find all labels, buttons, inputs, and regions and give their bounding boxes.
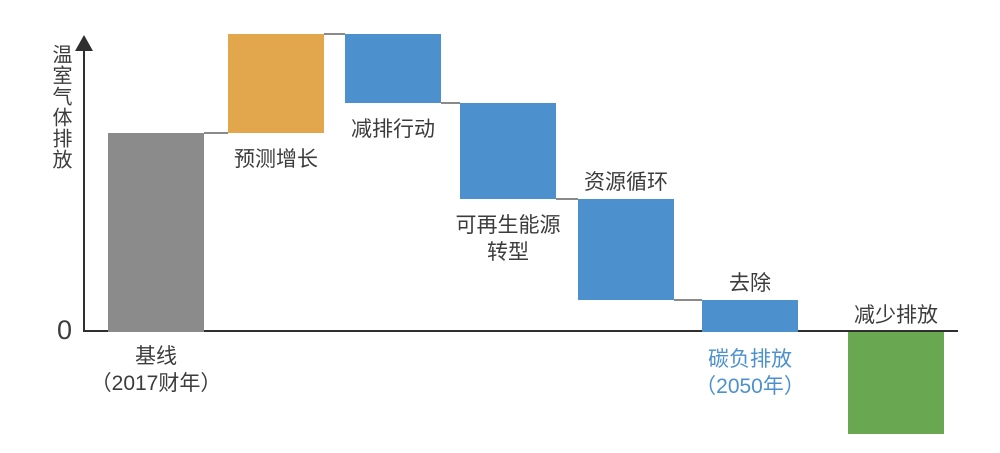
connector-line [674, 299, 702, 302]
bar-renewable-energy-transition [460, 103, 556, 199]
bar-label-reduced-emissions: 减少排放 [854, 304, 938, 327]
bar-label-projected-growth: 预测增长 [234, 148, 318, 171]
axis-label-removal: 碳负排放 （2050年） [695, 348, 805, 398]
connector-line [204, 132, 228, 134]
bar-baseline [108, 133, 204, 332]
y-axis-zero-tick-label: 0 [56, 315, 72, 345]
bar-label-renewable-energy-transition: 可再生能源 转型 [455, 213, 561, 264]
bar-label-resource-circulation: 资源循环 [584, 170, 668, 194]
y-axis-arrow-up-icon [75, 35, 93, 51]
bar-emission-reduction-actions [345, 33, 441, 104]
bar-resource-circulation [578, 198, 674, 301]
connector-line [324, 32, 345, 35]
bar-projected-growth [228, 33, 324, 133]
bar-label-removal: 去除 [729, 272, 771, 296]
connector-line [556, 197, 578, 200]
x-axis-zero-line [84, 330, 958, 332]
bar-label-baseline: 基线 （2017财年） [90, 345, 222, 395]
bar-label-emission-reduction-actions: 减排行动 [351, 118, 435, 142]
y-axis-line [83, 48, 85, 332]
y-axis-title: 温室气体排放 [49, 44, 71, 170]
bar-reduced-emissions [848, 332, 944, 434]
connector-line [441, 102, 460, 105]
bar-removal [702, 300, 798, 332]
